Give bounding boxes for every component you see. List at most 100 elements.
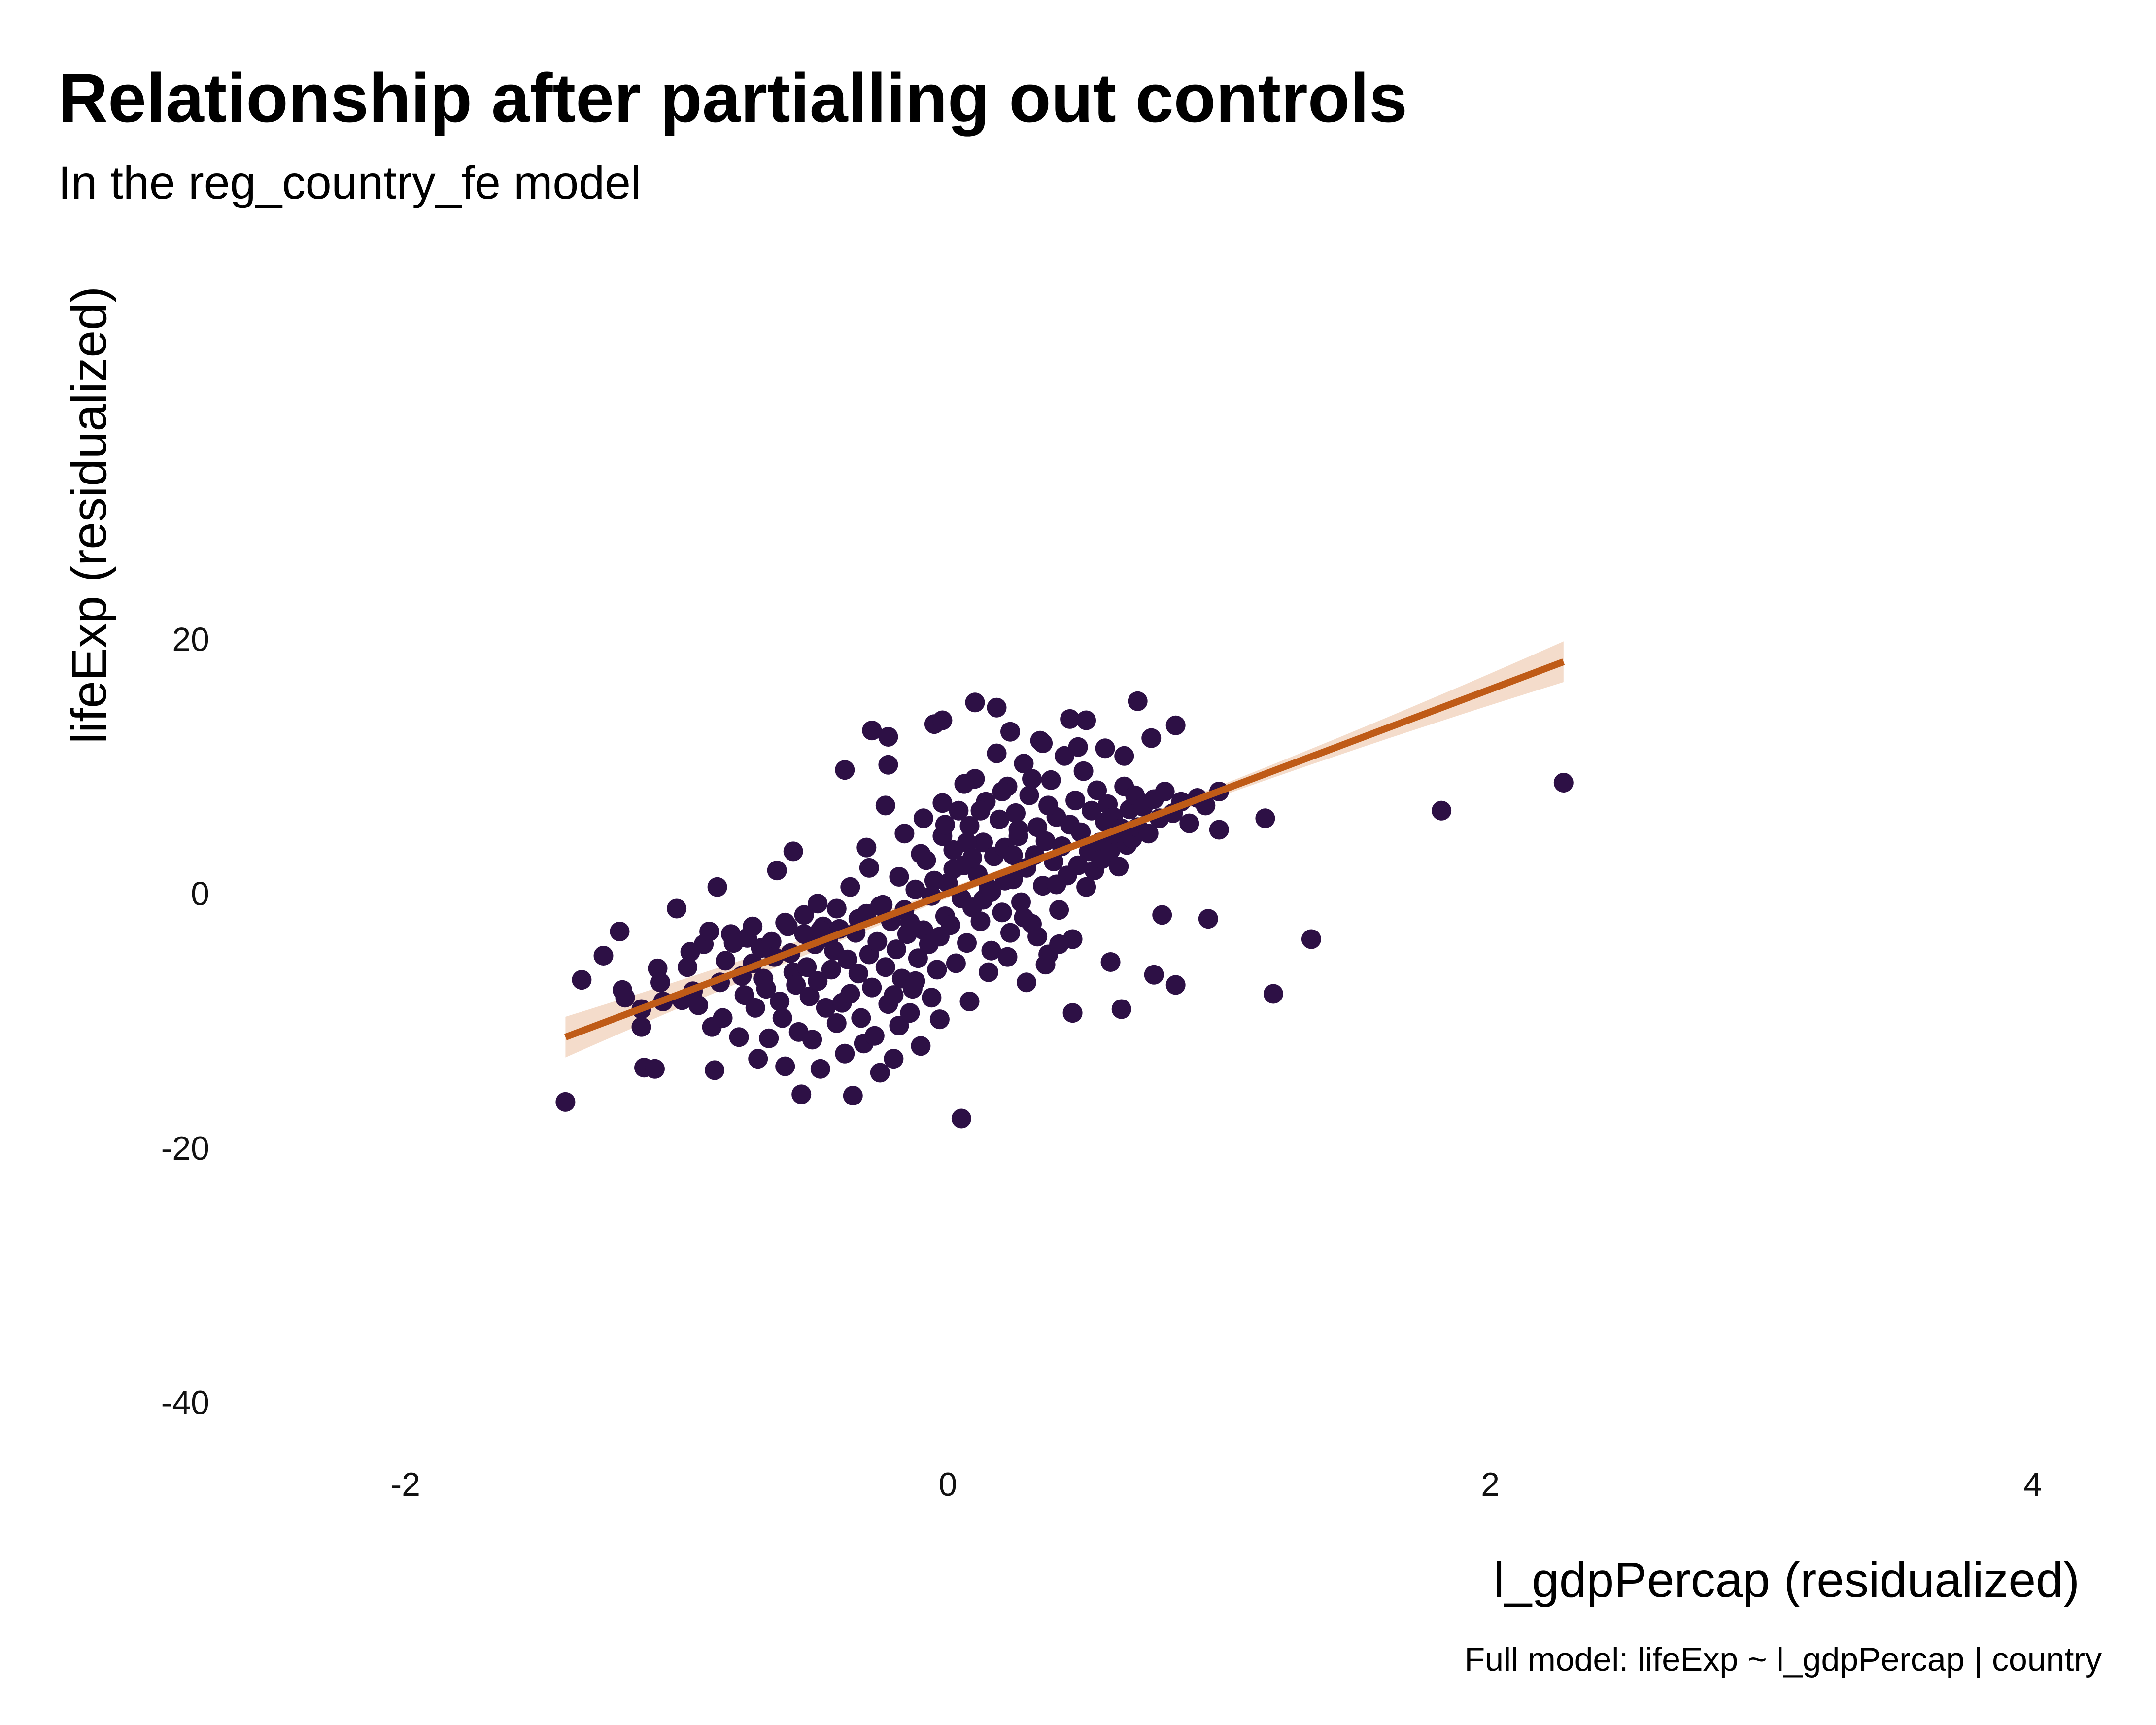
data-point: [1087, 780, 1107, 800]
data-point: [645, 1059, 665, 1079]
data-point: [791, 1084, 812, 1104]
data-point: [837, 949, 857, 969]
data-point: [797, 957, 817, 977]
data-point: [1035, 831, 1056, 851]
x-tick-label: 2: [1481, 1466, 1500, 1503]
data-point: [965, 692, 985, 713]
data-point: [705, 1060, 725, 1080]
data-point: [929, 1009, 950, 1030]
data-point: [713, 1008, 733, 1028]
data-point: [884, 1049, 904, 1069]
data-point: [905, 971, 925, 991]
data-point: [1062, 1003, 1083, 1023]
chart-title: Relationship after partialling out contr…: [58, 59, 1407, 137]
data-point: [1082, 800, 1102, 821]
data-point: [900, 1003, 920, 1023]
data-point: [1144, 965, 1164, 985]
data-point: [959, 992, 980, 1011]
data-point: [870, 896, 890, 916]
data-point: [889, 867, 909, 887]
data-point: [1128, 691, 1148, 711]
data-point: [962, 848, 982, 868]
data-point: [799, 986, 820, 1006]
data-point: [593, 946, 614, 966]
data-point: [878, 755, 898, 775]
data-point: [905, 879, 925, 899]
data-point: [688, 995, 709, 1015]
data-point: [840, 877, 860, 897]
data-point: [783, 841, 803, 862]
data-point: [650, 972, 670, 993]
data-point: [615, 988, 635, 1008]
data-point: [1109, 857, 1129, 877]
data-point: [951, 1108, 971, 1129]
data-point: [1011, 892, 1031, 912]
data-point: [610, 922, 630, 941]
data-point: [992, 782, 1012, 801]
data-point: [835, 1043, 855, 1064]
data-point: [1152, 905, 1172, 925]
data-point: [1263, 984, 1283, 1004]
data-point: [808, 894, 828, 914]
data-point: [821, 960, 841, 980]
data-point: [699, 922, 719, 941]
data-point: [1255, 808, 1275, 828]
data-point: [970, 911, 991, 932]
data-point: [992, 902, 1012, 923]
data-point: [1553, 773, 1574, 793]
data-point: [894, 824, 915, 844]
data-point: [979, 962, 998, 982]
data-point: [851, 1008, 871, 1028]
regression-line: [564, 658, 1565, 1040]
y-tick-label: -40: [161, 1384, 209, 1421]
data-point: [716, 951, 736, 971]
data-point: [911, 844, 931, 864]
data-point: [1165, 975, 1186, 995]
data-point: [1014, 907, 1034, 928]
data-point: [1100, 952, 1121, 972]
data-point: [957, 933, 977, 953]
data-point: [1033, 733, 1053, 753]
y-tick-label: 20: [172, 621, 209, 658]
data-point: [794, 905, 814, 925]
data-point: [913, 808, 933, 828]
data-point: [1198, 909, 1218, 929]
data-point: [848, 964, 868, 984]
data-point: [802, 1030, 822, 1050]
data-point: [884, 985, 904, 1005]
data-point: [981, 882, 1001, 902]
data-point: [1041, 770, 1061, 790]
data-point: [1071, 822, 1091, 842]
data-point: [875, 795, 895, 816]
data-point: [1068, 737, 1088, 757]
y-axis-label: lifeExp (residualized): [62, 286, 117, 744]
data-point: [940, 915, 960, 935]
data-point: [826, 1013, 847, 1033]
data-point: [723, 933, 744, 953]
data-point: [1049, 934, 1069, 954]
data-point: [973, 832, 993, 853]
data-point: [959, 816, 980, 836]
y-tick-label: -20: [161, 1130, 209, 1167]
y-tick-label: 0: [191, 875, 209, 913]
chart-caption: Full model: lifeExp ~ l_gdpPercap | coun…: [1465, 1641, 2102, 1678]
data-point: [1095, 738, 1115, 759]
y-tick-labels: -40 -20 0 20: [161, 621, 209, 1421]
data-point: [1000, 722, 1020, 742]
x-axis-label: l_gdpPercap (residualized): [1493, 1552, 2080, 1608]
data-point: [1111, 999, 1131, 1019]
data-point: [1049, 900, 1069, 920]
data-point: [1114, 746, 1134, 766]
data-point: [1301, 929, 1321, 949]
data-point: [1022, 769, 1042, 789]
data-point: [990, 809, 1009, 829]
data-point: [1065, 791, 1086, 811]
data-point: [843, 1086, 863, 1105]
data-point: [911, 1036, 931, 1056]
data-point: [949, 800, 969, 821]
data-point: [761, 932, 782, 952]
data-point: [970, 800, 991, 821]
data-point: [856, 837, 877, 858]
data-point: [808, 971, 828, 991]
data-point: [922, 988, 942, 1008]
